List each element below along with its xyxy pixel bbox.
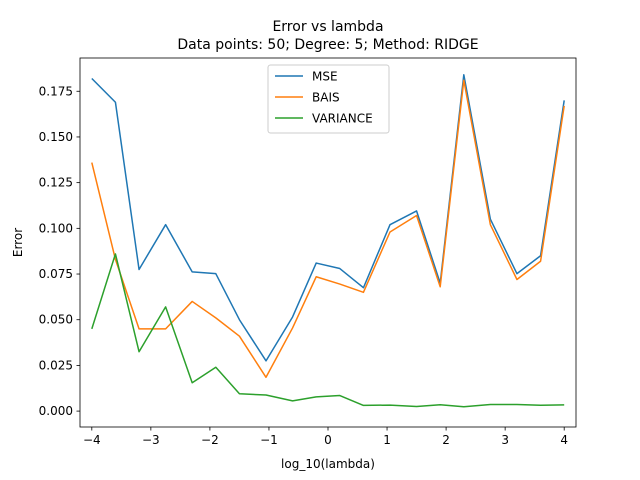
legend-label-mse: MSE [312, 70, 338, 84]
series-line-mse [91, 74, 565, 362]
y-tick-label: 0.000 [39, 404, 73, 418]
y-tick-label: 0.100 [39, 221, 73, 235]
x-tick-label: 4 [560, 433, 568, 447]
x-tick-label: 3 [501, 433, 509, 447]
y-tick-label: 0.175 [39, 84, 73, 98]
legend-label-bais: BAIS [312, 91, 340, 105]
x-tick-label: −3 [142, 433, 160, 447]
x-axis-ticks: −4 −3 −2 −1 0 1 2 3 4 [83, 427, 568, 447]
y-tick-label: 0.125 [39, 176, 73, 190]
series-line-variance [91, 253, 565, 408]
y-tick-label: 0.150 [39, 130, 73, 144]
series-lines [91, 74, 565, 408]
x-tick-label: 2 [442, 433, 450, 447]
series-line-bais [91, 79, 565, 379]
x-tick-label: 1 [383, 433, 391, 447]
plot-frame [79, 57, 577, 428]
x-tick-label: 0 [324, 433, 332, 447]
legend: MSE BAIS VARIANCE [267, 64, 390, 134]
x-axis-label: log_10(lambda) [281, 457, 375, 471]
y-tick-label: 0.050 [39, 313, 73, 327]
y-axis-ticks: 0.000 0.025 0.050 0.075 0.100 0.125 0.150 0.175 [39, 84, 80, 418]
y-tick-label: 0.025 [39, 358, 73, 372]
legend-label-variance: VARIANCE [312, 112, 373, 126]
y-axis-label: Error [11, 228, 25, 257]
chart-title: Error vs lambda [272, 19, 383, 35]
y-tick-label: 0.075 [39, 267, 73, 281]
x-tick-label: −1 [260, 433, 278, 447]
chart-subtitle: Data points: 50; Degree: 5; Method: RIDG… [177, 37, 478, 53]
x-tick-label: −2 [201, 433, 219, 447]
x-tick-label: −4 [83, 433, 101, 447]
legend-frame [267, 64, 390, 134]
